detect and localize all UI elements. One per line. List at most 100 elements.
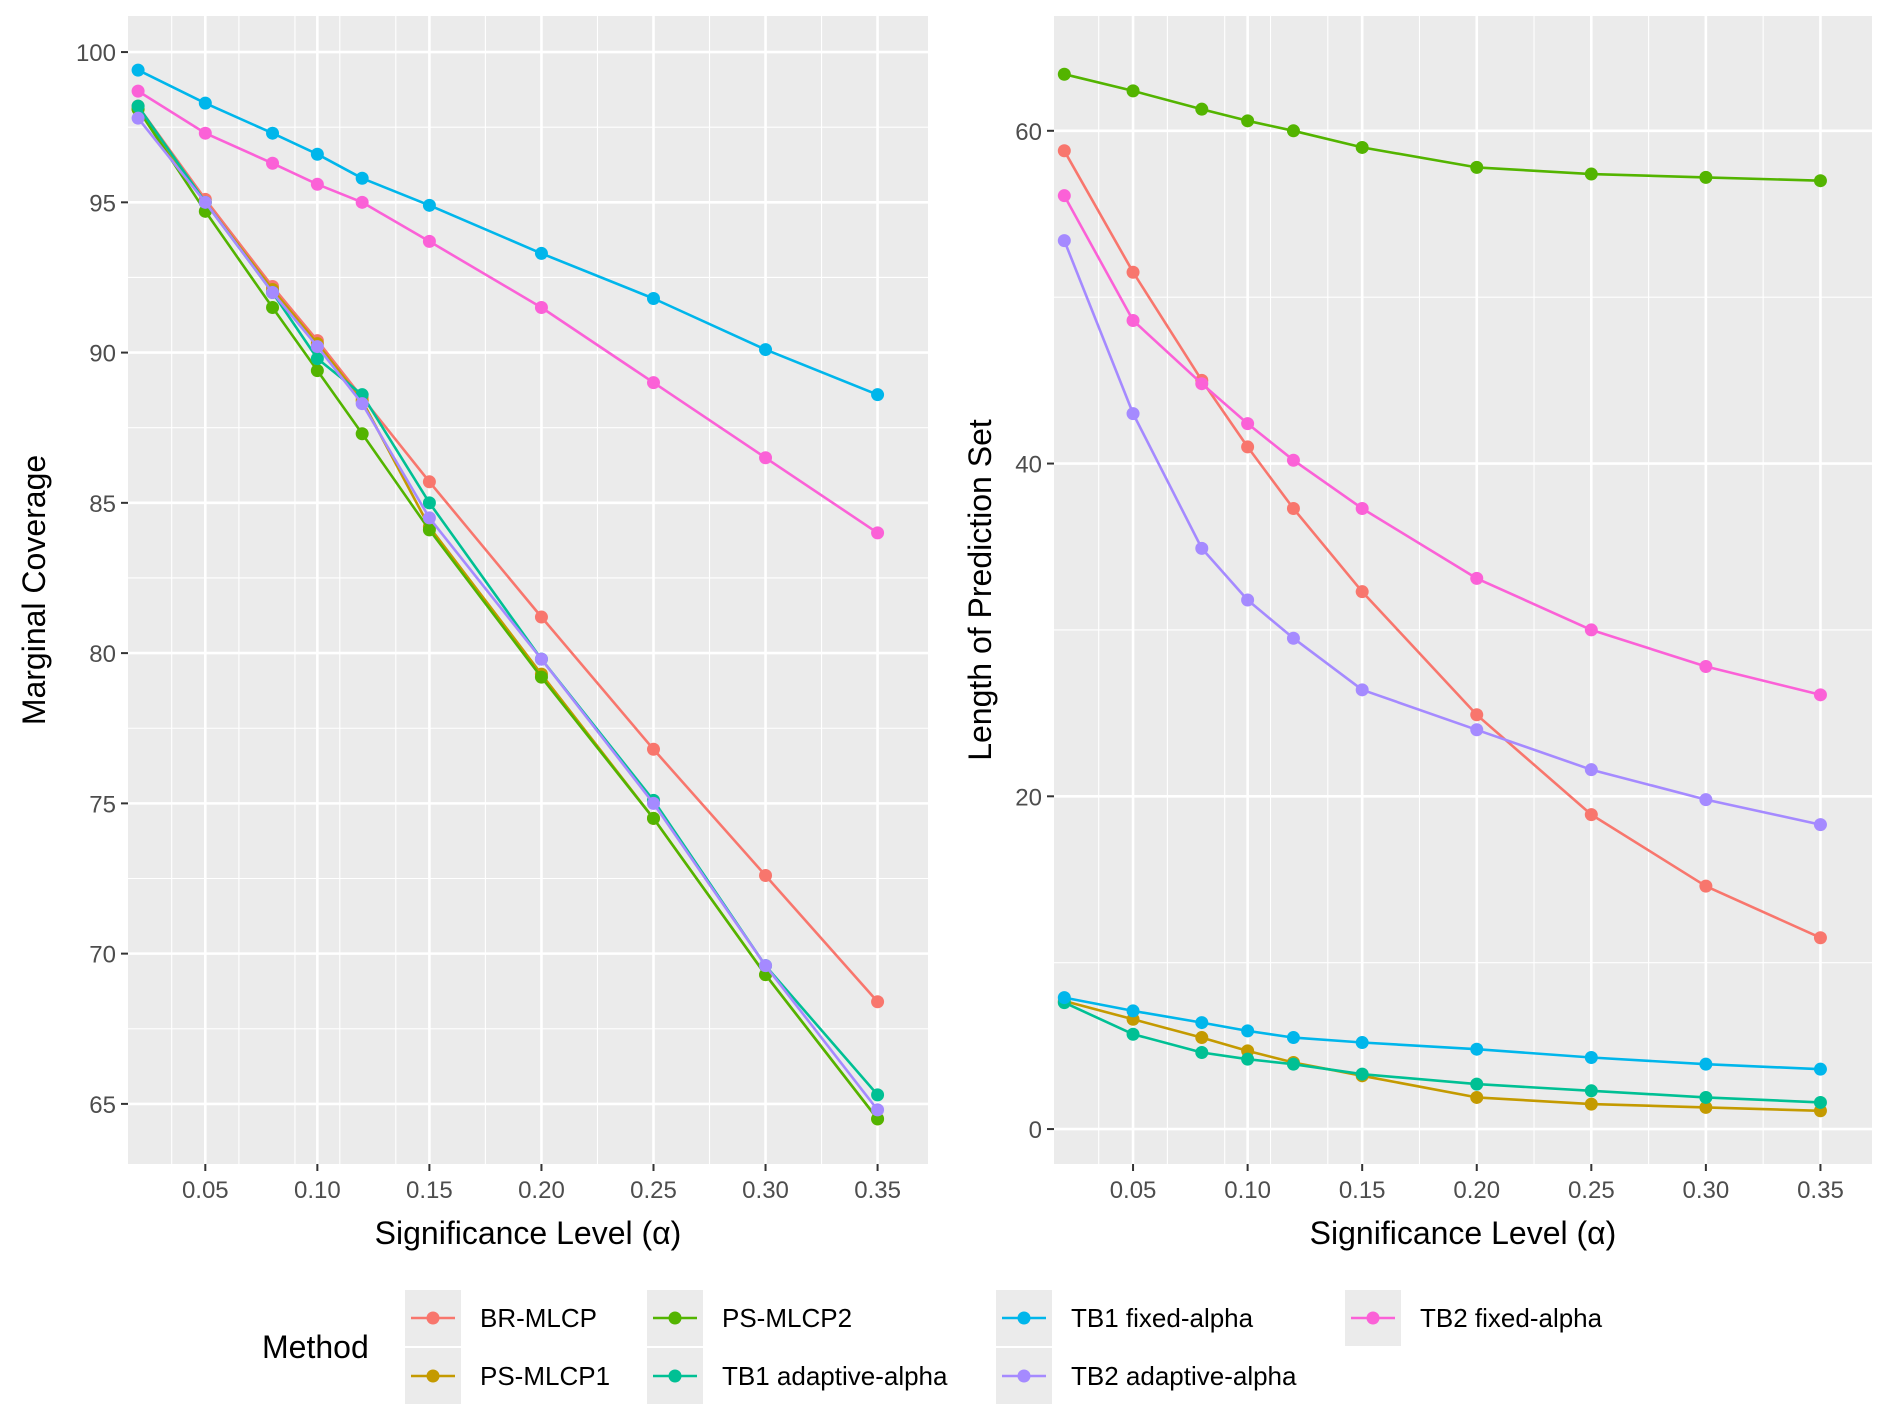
- data-point-tb2-fixed-alpha: [1286, 453, 1300, 467]
- data-point-br-mlcp: [1057, 144, 1071, 158]
- series-tb2-fixed-alpha: [1057, 189, 1827, 702]
- x-tick-label: 0.25: [1568, 1177, 1615, 1204]
- y-tick-label: 40: [1015, 452, 1042, 479]
- data-point-tb1-adaptive-alpha: [1126, 1027, 1140, 1041]
- data-point-br-mlcp: [1286, 501, 1300, 515]
- data-point-ps-mlcp2: [871, 1112, 885, 1126]
- data-point-tb2-adaptive-alpha: [310, 340, 324, 354]
- legend-entry-tb2-adaptive-alpha: TB2 adaptive-alpha: [996, 1348, 1297, 1404]
- series-line-br-mlcp: [137, 105, 879, 1003]
- legend-key-point: [668, 1311, 682, 1325]
- x-tick-label: 0.10: [1224, 1177, 1271, 1204]
- data-point-tb1-fixed-alpha: [1241, 1024, 1255, 1038]
- data-point-tb2-adaptive-alpha: [1126, 407, 1140, 421]
- y-tick-label: 95: [89, 190, 116, 217]
- length-y-axis-title: Length of Prediction Set: [962, 419, 998, 761]
- data-point-tb2-adaptive-alpha: [871, 1103, 885, 1117]
- data-point-tb2-fixed-alpha: [871, 526, 885, 540]
- data-point-tb2-fixed-alpha: [1584, 623, 1598, 637]
- data-point-tb2-fixed-alpha: [1699, 660, 1713, 674]
- data-point-br-mlcp: [1699, 879, 1713, 893]
- data-point-tb2-fixed-alpha: [1057, 189, 1071, 203]
- data-point-tb2-fixed-alpha: [1241, 417, 1255, 431]
- x-tick-label: 0.05: [1110, 1177, 1157, 1204]
- data-point-br-mlcp: [871, 995, 885, 1009]
- y-tick-label: 60: [1015, 119, 1042, 146]
- y-tick-label: 65: [89, 1092, 116, 1119]
- data-point-tb1-fixed-alpha: [871, 388, 885, 402]
- legend-title: Method: [262, 1329, 369, 1365]
- x-tick-label: 0.25: [630, 1177, 677, 1204]
- series-tb1-fixed-alpha: [1057, 991, 1827, 1076]
- legend-label: PS-MLCP1: [480, 1361, 610, 1391]
- data-point-ps-mlcp2: [1286, 124, 1300, 138]
- legend-label: BR-MLCP: [480, 1303, 597, 1333]
- y-tick-label: 20: [1015, 784, 1042, 811]
- x-tick-label: 0.20: [518, 1177, 565, 1204]
- data-point-tb2-fixed-alpha: [646, 376, 660, 390]
- series-line-tb2-fixed-alpha: [137, 89, 879, 534]
- data-point-tb2-adaptive-alpha: [355, 397, 369, 411]
- data-point-ps-mlcp1: [1195, 1031, 1209, 1045]
- data-point-tb2-fixed-alpha: [422, 234, 436, 248]
- coverage-panel: 65 70 75 80 85 90 95 100 0.05 0.10 0.15 0.20 0.25 0.3…: [16, 16, 928, 1251]
- y-tick-label: 80: [89, 641, 116, 668]
- data-point-br-mlcp: [1470, 708, 1484, 722]
- series-line-br-mlcp: [1063, 150, 1821, 939]
- data-point-tb2-adaptive-alpha: [1195, 541, 1209, 555]
- data-point-ps-mlcp2: [1813, 174, 1827, 188]
- legend: Method BR-MLCP PS-MLCP1 PS-MLCP2 TB1 adapti…: [262, 1290, 1603, 1404]
- data-point-tb1-adaptive-alpha: [1355, 1067, 1369, 1081]
- data-point-tb1-fixed-alpha: [1699, 1057, 1713, 1071]
- data-point-tb1-fixed-alpha: [310, 147, 324, 161]
- data-point-tb1-adaptive-alpha: [1241, 1052, 1255, 1066]
- legend-label: TB1 fixed-alpha: [1071, 1303, 1254, 1333]
- legend-label: TB1 adaptive-alpha: [722, 1361, 948, 1391]
- data-point-tb1-fixed-alpha: [1813, 1062, 1827, 1076]
- data-point-tb2-adaptive-alpha: [1355, 683, 1369, 697]
- x-tick-label: 0.20: [1453, 1177, 1500, 1204]
- data-point-tb1-adaptive-alpha: [131, 99, 145, 113]
- data-point-tb2-adaptive-alpha: [759, 959, 773, 973]
- x-tick-label: 0.30: [1683, 1177, 1730, 1204]
- data-point-tb1-adaptive-alpha: [1286, 1057, 1300, 1071]
- data-point-tb2-fixed-alpha: [1195, 377, 1209, 391]
- data-point-ps-mlcp1: [1699, 1100, 1713, 1114]
- data-point-tb2-adaptive-alpha: [1286, 631, 1300, 645]
- data-point-tb2-fixed-alpha: [198, 126, 212, 140]
- x-tick-label: 0.30: [742, 1177, 789, 1204]
- series-line-tb1-adaptive-alpha: [1063, 1001, 1821, 1104]
- data-point-tb1-fixed-alpha: [759, 343, 773, 357]
- data-point-tb1-adaptive-alpha: [310, 352, 324, 366]
- data-point-ps-mlcp1: [1584, 1097, 1598, 1111]
- data-point-tb1-fixed-alpha: [131, 63, 145, 77]
- y-tick-label: 75: [89, 791, 116, 818]
- data-point-tb1-adaptive-alpha: [871, 1088, 885, 1102]
- series-line-tb1-fixed-alpha: [137, 68, 879, 396]
- data-point-ps-mlcp2: [1195, 102, 1209, 116]
- series-line-ps-mlcp2: [137, 108, 879, 1120]
- data-point-tb2-adaptive-alpha: [1584, 763, 1598, 777]
- series-tb1-adaptive-alpha: [1057, 996, 1827, 1109]
- series-line-tb1-fixed-alpha: [1064, 996, 1821, 1071]
- data-point-ps-mlcp2: [1241, 114, 1255, 128]
- data-point-br-mlcp: [1813, 931, 1827, 945]
- coverage-plot-background: [128, 16, 928, 1164]
- data-point-tb2-fixed-alpha: [266, 156, 280, 170]
- data-point-tb1-fixed-alpha: [355, 171, 369, 185]
- data-point-tb2-fixed-alpha: [1470, 571, 1484, 585]
- legend-key-point: [1366, 1311, 1380, 1325]
- data-point-tb2-fixed-alpha: [534, 301, 548, 315]
- series-line-tb2-fixed-alpha: [1063, 195, 1821, 697]
- y-tick-label: 85: [89, 491, 116, 518]
- data-point-tb1-fixed-alpha: [198, 96, 212, 110]
- series-line-tb2-adaptive-alpha: [137, 117, 879, 1111]
- legend-label: TB2 fixed-alpha: [1420, 1303, 1603, 1333]
- legend-label: PS-MLCP2: [722, 1303, 852, 1333]
- legend-entry-ps-mlcp1: PS-MLCP1: [405, 1348, 610, 1404]
- data-point-ps-mlcp2: [355, 427, 369, 441]
- series-ps-mlcp2: [131, 102, 885, 1126]
- data-point-tb2-fixed-alpha: [1126, 313, 1140, 327]
- y-tick-label: 100: [76, 40, 116, 67]
- data-point-ps-mlcp2: [266, 301, 280, 315]
